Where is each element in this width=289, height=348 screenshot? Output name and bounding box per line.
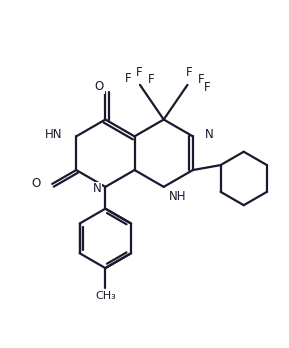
- Text: F: F: [198, 73, 205, 86]
- Text: F: F: [125, 72, 131, 85]
- Text: N: N: [205, 128, 214, 141]
- Text: O: O: [32, 177, 41, 190]
- Text: NH: NH: [169, 190, 186, 203]
- Text: HN: HN: [45, 128, 62, 141]
- Text: O: O: [95, 80, 104, 93]
- Text: F: F: [186, 66, 193, 79]
- Text: F: F: [147, 73, 154, 86]
- Text: CH₃: CH₃: [95, 291, 116, 301]
- Text: F: F: [204, 81, 211, 94]
- Text: N: N: [93, 182, 102, 195]
- Text: F: F: [136, 66, 142, 79]
